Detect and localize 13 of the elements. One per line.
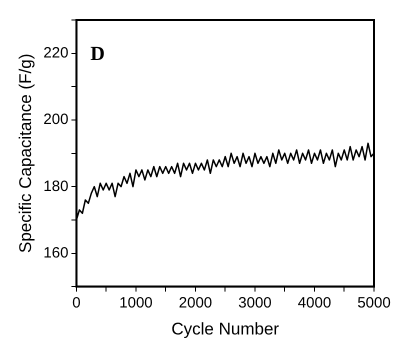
annotation: D	[90, 43, 105, 65]
x-axis-title: Cycle Number	[171, 319, 280, 338]
x-tick-label: 5000	[357, 294, 391, 312]
y-tick-label: 180	[43, 178, 68, 195]
x-tick-label: 1000	[119, 294, 153, 312]
y-tick-label: 220	[43, 44, 68, 62]
y-tick-label: 160	[43, 244, 68, 262]
y-tick-label: 200	[43, 111, 68, 128]
y-axis-title: Specific Capacitance (F/g)	[16, 54, 35, 253]
x-tick-label: 0	[72, 294, 81, 312]
x-tick-label: 4000	[298, 294, 332, 312]
x-tick-label: 2000	[178, 294, 212, 312]
x-tick-label: 3000	[238, 294, 272, 312]
